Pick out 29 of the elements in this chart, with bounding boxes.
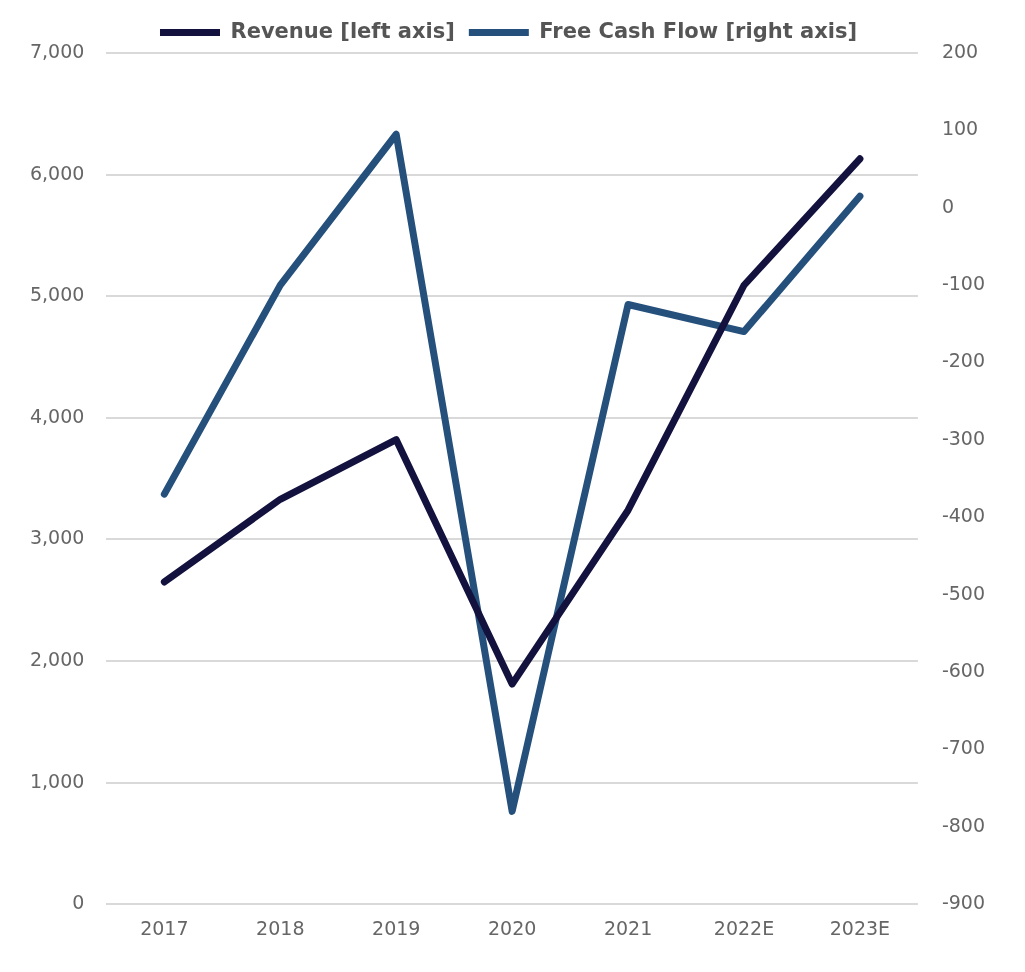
x-tick-label: 2018 [256,916,305,939]
x-tick-label: 2021 [603,916,653,939]
y2-tick-label: 200 [941,39,979,62]
y2-tick-label: 0 [941,194,954,217]
x-tick-label: 2023E [829,916,891,939]
y2-tick-label: -800 [941,813,985,836]
y-tick-label: 2,000 [29,647,85,670]
y2-tick-label: -100 [941,272,985,295]
y-tick-label: 0 [72,891,85,914]
y-tick-label: 6,000 [29,161,85,184]
y-tick-label: 5,000 [29,283,85,306]
y-tick-label: 4,000 [29,404,85,427]
y-tick-label: 7,000 [29,39,85,62]
y2-tick-label: -900 [941,891,985,914]
legend-label: Free Cash Flow [right axis] [539,18,858,43]
y2-tick-label: -600 [941,658,985,681]
y2-tick-label: -200 [941,349,985,372]
x-tick-label: 2022E [713,916,775,939]
y2-tick-label: -500 [941,581,985,604]
legend-label: Revenue [left axis] [230,18,455,43]
y2-tick-label: 100 [941,117,979,140]
y-tick-label: 1,000 [29,769,85,792]
x-tick-label: 2020 [487,916,537,939]
y2-tick-label: -300 [941,426,985,449]
y2-tick-label: -400 [941,504,985,527]
x-tick-label: 2017 [140,916,189,939]
y-tick-label: 3,000 [29,526,85,549]
x-tick-label: 2019 [372,916,421,939]
y2-tick-label: -700 [941,736,985,759]
